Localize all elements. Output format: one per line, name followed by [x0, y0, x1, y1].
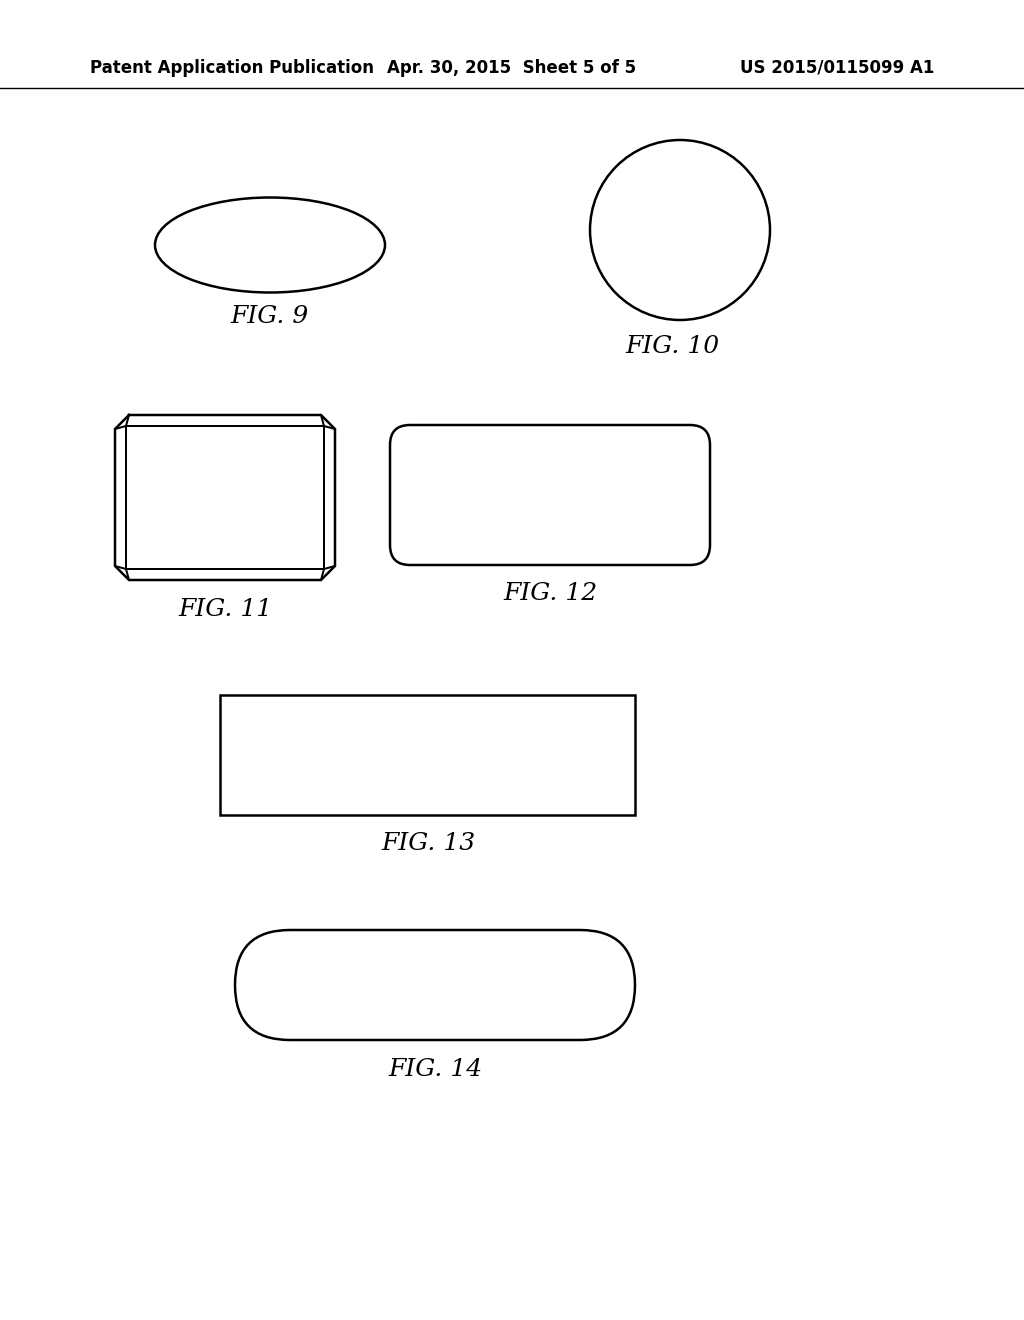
Text: FIG. 9: FIG. 9 [230, 305, 309, 327]
Text: Patent Application Publication: Patent Application Publication [90, 59, 374, 77]
Text: US 2015/0115099 A1: US 2015/0115099 A1 [739, 59, 934, 77]
Text: FIG. 11: FIG. 11 [178, 598, 272, 620]
Bar [220, 696, 635, 814]
Text: FIG. 10: FIG. 10 [625, 335, 719, 358]
Text: FIG. 12: FIG. 12 [503, 582, 597, 605]
Text: FIG. 14: FIG. 14 [388, 1059, 482, 1081]
Text: FIG. 13: FIG. 13 [381, 832, 475, 855]
Text: Apr. 30, 2015  Sheet 5 of 5: Apr. 30, 2015 Sheet 5 of 5 [387, 59, 637, 77]
